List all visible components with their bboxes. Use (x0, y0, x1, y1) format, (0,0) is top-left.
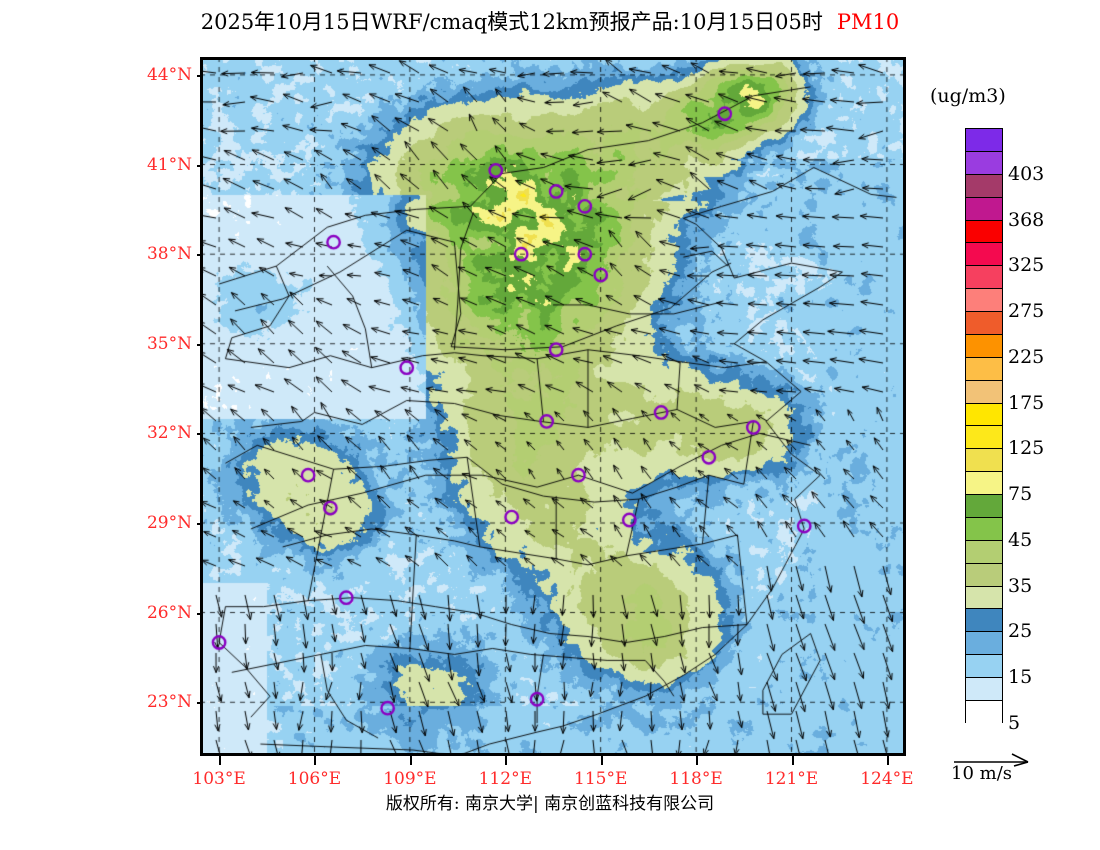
latitude-tick-label: 35°N (146, 333, 192, 354)
longitude-tick-label: 121°E (764, 769, 819, 789)
pm10-concentration-map[interactable] (200, 57, 906, 756)
longitude-tick-label: 118°E (669, 769, 723, 789)
longitude-tick-label: 106°E (287, 769, 342, 789)
colorbar-tick-label: 225 (1008, 345, 1045, 368)
longitude-tick (505, 756, 508, 765)
latitude-tick (197, 164, 200, 167)
longitude-tick (314, 756, 317, 765)
colorbar-band (966, 678, 1002, 701)
latitude-tick (197, 433, 200, 436)
colorbar-band (966, 632, 1002, 656)
copyright-notice: 版权所有: 南京大学| 南京创蓝科技有限公司 (385, 794, 715, 814)
title-species: PM10 (836, 10, 900, 34)
longitude-tick (696, 756, 699, 765)
colorbar-band (966, 609, 1002, 633)
longitude-tick (600, 756, 603, 765)
colorbar-band (966, 151, 1002, 175)
latitude-tick (197, 612, 200, 615)
colorbar-band (966, 220, 1002, 244)
colorbar-tick-label: 368 (1008, 208, 1045, 231)
latitude-tick-label: 23°N (146, 692, 192, 713)
longitude-tick (409, 756, 412, 765)
colorbar-band (966, 312, 1002, 335)
page-title: 2025年10月15日WRF/cmaq模式12km预报产品:10月15日05时 P… (0, 6, 1100, 36)
colorbar-unit-label: (ug/m3) (930, 85, 1006, 107)
colorbar-band (966, 426, 1002, 450)
colorbar-band (966, 266, 1002, 290)
latitude-tick-label: 32°N (146, 423, 192, 444)
colorbar-band (966, 380, 1002, 404)
colorbar-band (966, 403, 1002, 427)
colorbar-band (966, 563, 1002, 587)
latitude-tick (197, 702, 200, 705)
latitude-tick-label: 41°N (146, 154, 192, 175)
latitude-tick-label: 44°N (146, 64, 192, 85)
colorbar-tick-label: 175 (1008, 391, 1045, 414)
wind-scale-arrow (950, 750, 1080, 790)
colorbar-band (966, 129, 1002, 152)
colorbar-band (966, 449, 1002, 473)
longitude-tick-label: 103°E (192, 769, 246, 789)
longitude-tick-label: 115°E (574, 769, 628, 789)
latitude-tick-label: 38°N (146, 244, 192, 265)
title-main: 2025年10月15日WRF/cmaq模式12km预报产品:10月15日05时 (200, 10, 823, 34)
colorbar-band (966, 197, 1002, 221)
colorbar-tick-label: 45 (1008, 528, 1033, 551)
colorbar[interactable] (965, 128, 1003, 724)
colorbar-band (966, 334, 1002, 358)
colorbar-band (966, 655, 1002, 678)
colorbar-tick-label: 15 (1008, 666, 1033, 689)
colorbar-tick-label: 125 (1008, 437, 1045, 460)
latitude-tick-label: 29°N (146, 513, 192, 533)
colorbar-band (966, 243, 1002, 267)
longitude-tick (791, 756, 794, 765)
colorbar-tick-label: 35 (1008, 574, 1033, 597)
latitude-tick (197, 254, 200, 257)
wind-scale-label: 10 m/s (951, 763, 1012, 784)
colorbar-band (966, 174, 1002, 198)
longitude-tick (219, 756, 222, 765)
colorbar-tick-label: 75 (1008, 483, 1033, 506)
latitude-tick (197, 74, 200, 77)
colorbar-band (966, 517, 1002, 541)
colorbar-band (966, 586, 1002, 610)
colorbar-band (966, 289, 1002, 312)
longitude-tick-label: 109°E (383, 769, 437, 789)
colorbar-tick-label: 25 (1008, 620, 1033, 643)
colorbar-tick-label: 5 (1008, 712, 1021, 734)
colorbar-band (966, 472, 1002, 495)
colorbar-tick-label: 325 (1008, 254, 1045, 277)
latitude-tick-label: 26°N (146, 602, 192, 623)
colorbar-band (966, 540, 1002, 564)
longitude-tick-label: 124°E (860, 769, 914, 789)
latitude-tick (197, 343, 200, 346)
map-plot-area[interactable]: 44°N 41°N 38°N 35°N 32°N 29°N 26°N 23°N 103°E 10… (147, 57, 914, 789)
latitude-tick (197, 523, 200, 525)
colorbar-tick-label: 275 (1008, 300, 1045, 323)
longitude-tick (886, 756, 889, 765)
colorbar-tick-label: 403 (1008, 162, 1045, 185)
colorbar-band (966, 700, 1002, 724)
colorbar-band (966, 495, 1002, 518)
longitude-tick-label: 112°E (478, 769, 532, 789)
colorbar-band (966, 357, 1002, 381)
